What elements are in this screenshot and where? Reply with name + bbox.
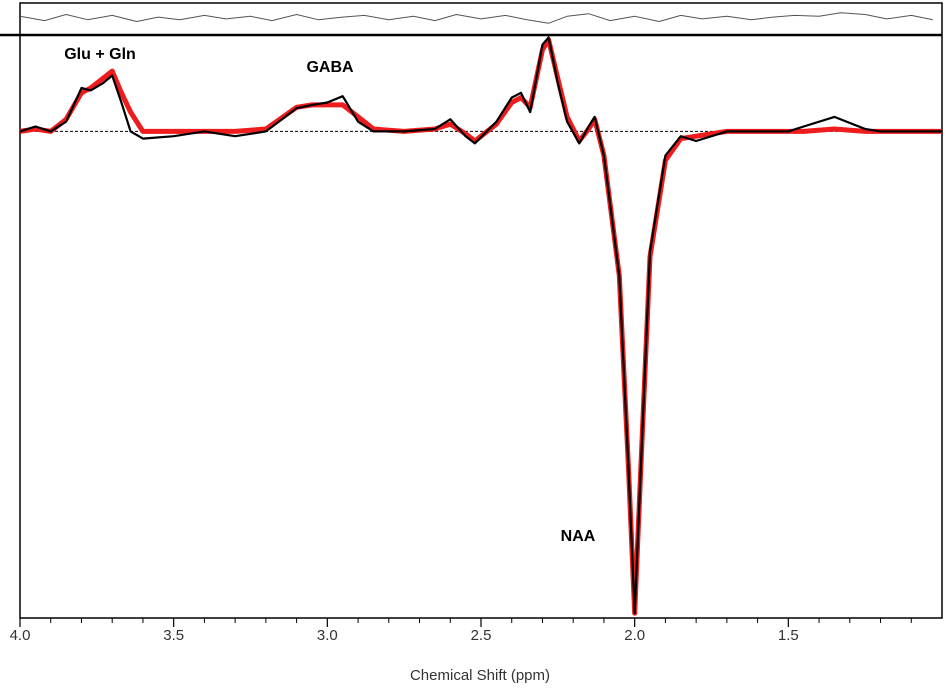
- series-fit: [19, 37, 942, 616]
- x-tick-label: 1.5: [778, 627, 799, 644]
- annotation: NAA: [561, 528, 596, 545]
- series-data: [19, 36, 942, 615]
- plot-frame: [19, 2, 943, 619]
- x-tick-label: 2.0: [624, 627, 645, 644]
- x-tick-label: 3.5: [163, 627, 184, 644]
- x-tick-label: 4.0: [10, 627, 31, 644]
- x-tick-label: 3.0: [317, 627, 338, 644]
- x-tick-label: 2.5: [471, 627, 492, 644]
- residual-line: [19, 12, 933, 24]
- annotation: Glu + Gln: [64, 46, 136, 63]
- annotation: GABA: [306, 59, 354, 76]
- x-axis-label: Chemical Shift (ppm): [410, 667, 550, 684]
